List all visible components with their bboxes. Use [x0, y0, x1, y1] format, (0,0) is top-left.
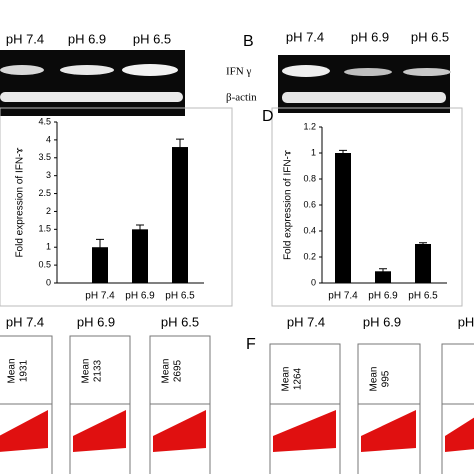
y-tick-label: 0.5	[38, 259, 51, 269]
lane-label: pH 6.5	[133, 31, 171, 46]
mean-value: 1931	[19, 359, 30, 382]
lane-label: pH 6.9	[351, 29, 389, 44]
panel-label: pH 6.5	[161, 314, 199, 329]
x-tick-label: pH 6.9	[368, 291, 398, 302]
gel-image	[0, 50, 185, 116]
gel-band	[0, 92, 183, 102]
y-axis-label: Fold expression of IFN-ɤ	[283, 149, 294, 260]
y-tick-label: 4	[46, 134, 51, 144]
lane-label: pH 6.9	[68, 31, 106, 46]
y-tick-label: 3.5	[38, 152, 51, 162]
error-bar	[136, 224, 144, 235]
panel-letter: D	[262, 108, 274, 125]
flow-box	[441, 343, 474, 474]
y-tick-label: 1.2	[303, 121, 316, 131]
lane-label: pH 7.4	[6, 31, 44, 46]
mean-label: Mean	[81, 358, 92, 383]
gel-image	[278, 55, 450, 113]
histogram	[273, 410, 336, 452]
mean-value: 2695	[173, 359, 184, 382]
y-tick-label: 0.8	[303, 173, 316, 183]
histogram	[361, 410, 416, 452]
y-tick-label: 0.4	[303, 225, 316, 235]
error-bar	[339, 149, 347, 157]
histogram	[445, 417, 474, 452]
gel-band	[122, 64, 178, 76]
y-tick-label: 2	[46, 206, 51, 216]
error-bar	[419, 242, 427, 246]
error-bar	[96, 238, 104, 256]
gel-band	[403, 68, 451, 76]
flow-box	[0, 335, 53, 474]
y-tick-label: 3	[46, 170, 51, 180]
x-tick-label: pH 6.5	[408, 291, 438, 302]
panel-label: pH 6.9	[363, 314, 401, 329]
panel-letter: B	[243, 33, 254, 50]
y-tick-label: 0	[46, 277, 51, 287]
y-tick-label: 0.6	[303, 199, 316, 209]
bar	[132, 229, 148, 283]
x-tick-label: pH 6.9	[125, 291, 155, 302]
bar	[375, 271, 391, 283]
chart-frame	[0, 107, 233, 307]
bar	[415, 244, 431, 283]
histogram	[0, 410, 48, 452]
bar	[335, 153, 351, 283]
gel-band	[282, 92, 446, 103]
mean-label: Mean	[369, 366, 380, 391]
chart-frame	[271, 107, 463, 307]
row-label: IFN γ	[226, 66, 251, 78]
flow-box	[149, 335, 211, 474]
x-tick-label: pH 6.5	[165, 291, 195, 302]
gel-band	[60, 65, 114, 75]
y-tick-label: 1	[311, 147, 316, 157]
y-tick-label: 0.2	[303, 251, 316, 261]
gel-band	[344, 68, 392, 76]
error-bar	[176, 138, 184, 156]
panel-label: pH 7.4	[287, 314, 325, 329]
bar	[172, 147, 188, 283]
lane-label: pH 6.5	[411, 29, 449, 44]
panel-letter: F	[246, 336, 256, 353]
y-tick-label: 4.5	[38, 116, 51, 126]
row-label: β-actin	[226, 92, 257, 104]
error-bar	[379, 268, 387, 275]
panel-label: pH	[458, 314, 474, 329]
lane-label: pH 7.4	[286, 29, 324, 44]
y-tick-label: 0	[311, 277, 316, 287]
mean-label: Mean	[161, 358, 172, 383]
panel-label: pH 6.9	[77, 314, 115, 329]
mean-value: 2133	[93, 359, 104, 382]
bar	[92, 247, 108, 283]
mean-label: Mean	[7, 358, 18, 383]
histogram	[153, 410, 206, 452]
y-tick-label: 2.5	[38, 188, 51, 198]
y-tick-label: 1	[46, 242, 51, 252]
flow-box	[269, 343, 341, 474]
mean-value: 1264	[293, 367, 304, 390]
histogram	[73, 410, 126, 452]
mean-value: 995	[381, 370, 392, 387]
gel-band	[0, 65, 44, 75]
panel-label: pH 7.4	[6, 314, 44, 329]
y-tick-label: 1.5	[38, 224, 51, 234]
flow-box	[69, 335, 131, 474]
y-axis-label: Fold expression of IFN-ɤ	[15, 147, 26, 258]
gel-band	[282, 65, 330, 77]
flow-box	[357, 343, 421, 474]
x-tick-label: pH 7.4	[328, 291, 358, 302]
x-tick-label: pH 7.4	[85, 291, 115, 302]
mean-label: Mean	[281, 366, 292, 391]
